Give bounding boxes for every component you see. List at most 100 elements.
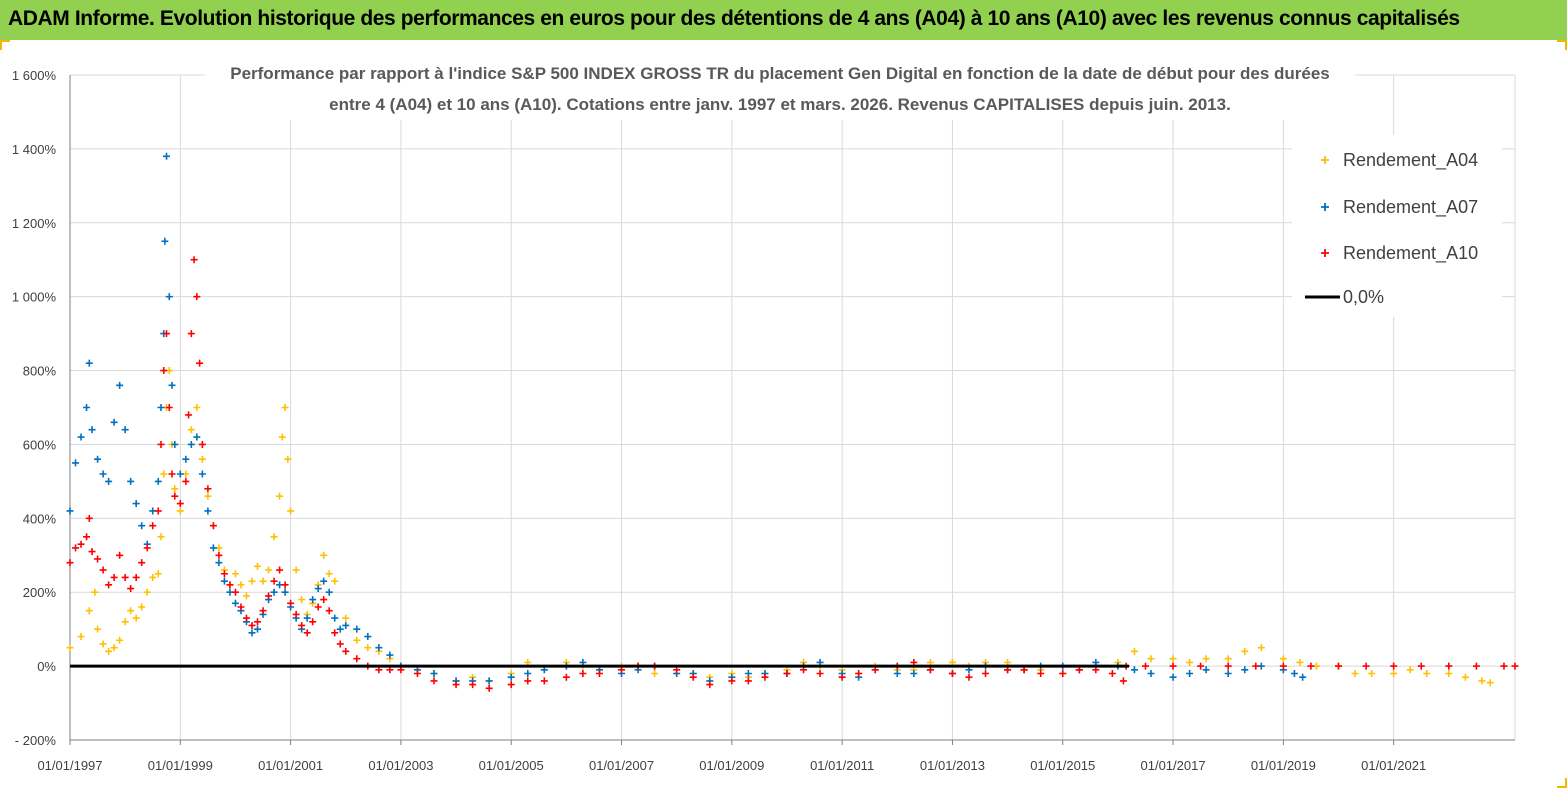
- data-point: [276, 492, 284, 500]
- data-point: [171, 440, 179, 448]
- data-point: [121, 573, 129, 581]
- data-point: [165, 293, 173, 301]
- report-title: ADAM Informe. Evolution historique des p…: [8, 7, 1460, 30]
- data-point: [728, 677, 736, 685]
- data-point: [744, 677, 752, 685]
- data-point: [320, 551, 328, 559]
- data-point: [1445, 662, 1453, 670]
- data-point: [187, 440, 195, 448]
- data-point: [507, 681, 515, 689]
- data-point: [1472, 662, 1480, 670]
- data-point: [160, 367, 168, 375]
- legend-label-rendement-a10: Rendement_A10: [1343, 243, 1478, 264]
- data-point: [1417, 662, 1425, 670]
- data-point: [1511, 662, 1519, 670]
- data-point: [507, 673, 515, 681]
- data-point: [176, 507, 184, 515]
- data-point: [314, 603, 322, 611]
- data-point: [303, 614, 311, 622]
- data-point: [85, 607, 93, 615]
- data-point: [982, 670, 990, 677]
- data-point: [88, 426, 96, 434]
- data-point: [265, 566, 273, 574]
- data-point: [193, 433, 201, 441]
- data-point: [94, 455, 102, 463]
- x-tick-label: 01/01/1997: [37, 758, 102, 773]
- data-point: [110, 573, 118, 581]
- y-tick-label: 1 200%: [12, 216, 57, 231]
- y-tick-label: 600%: [23, 437, 57, 452]
- data-point: [171, 485, 179, 493]
- data-point: [1461, 673, 1469, 681]
- data-point: [85, 359, 93, 367]
- data-point: [783, 670, 791, 677]
- data-point: [149, 573, 157, 581]
- data-point: [413, 670, 421, 677]
- data-point: [1296, 658, 1304, 666]
- data-point: [259, 577, 267, 585]
- data-point: [1257, 644, 1265, 652]
- data-point: [287, 599, 295, 607]
- data-point: [242, 614, 250, 622]
- data-point: [1445, 670, 1453, 677]
- data-point: [237, 603, 245, 611]
- data-point: [1478, 677, 1486, 685]
- data-point: [270, 588, 278, 596]
- data-point: [1307, 662, 1315, 670]
- data-point: [816, 670, 824, 677]
- data-point: [1390, 662, 1398, 670]
- x-tick-label: 01/01/2017: [1141, 758, 1206, 773]
- data-point: [99, 640, 107, 648]
- data-point: [430, 677, 438, 685]
- corner-mark-top-left: [0, 40, 10, 50]
- data-point: [1368, 670, 1376, 677]
- data-point: [336, 640, 344, 648]
- data-point: [99, 566, 107, 574]
- chart-title-background: [205, 60, 1355, 120]
- data-point: [314, 585, 322, 593]
- data-point: [77, 633, 85, 641]
- chart-legend: Rendement_A04 Rendement_A07 Rendement_A10 0…: [1292, 135, 1502, 317]
- x-tick-label: 01/01/2013: [920, 758, 985, 773]
- data-point: [342, 647, 350, 655]
- data-point: [893, 670, 901, 677]
- data-point: [1037, 670, 1045, 677]
- data-point: [187, 426, 195, 434]
- data-point: [226, 581, 234, 589]
- data-point: [160, 470, 168, 478]
- data-point: [116, 551, 124, 559]
- data-point: [540, 677, 548, 685]
- data-point: [270, 577, 278, 585]
- data-point: [284, 455, 292, 463]
- data-point: [209, 522, 217, 530]
- data-point: [88, 548, 96, 556]
- x-tick-label: 01/01/2009: [699, 758, 764, 773]
- data-point: [154, 477, 162, 485]
- data-point: [1202, 655, 1210, 663]
- data-point: [485, 684, 493, 692]
- data-point: [187, 330, 195, 338]
- x-tick-label: 01/01/2011: [810, 758, 874, 773]
- data-point: [66, 644, 74, 652]
- data-point: [342, 614, 350, 622]
- data-point: [1241, 666, 1249, 674]
- data-point: [94, 555, 102, 563]
- data-point: [138, 603, 146, 611]
- data-point: [198, 470, 206, 478]
- data-point: [292, 610, 300, 618]
- data-point: [176, 470, 184, 478]
- y-tick-label: 400%: [23, 511, 57, 526]
- data-point: [259, 607, 267, 615]
- data-point: [375, 644, 383, 652]
- data-point: [1299, 673, 1307, 681]
- x-tick-label: 01/01/2003: [368, 758, 433, 773]
- data-point: [948, 670, 956, 677]
- x-tick-label: 01/01/2019: [1251, 758, 1316, 773]
- data-point: [163, 152, 171, 160]
- data-point: [1241, 647, 1249, 655]
- report-header: ADAM Informe. Evolution historique des p…: [0, 0, 1567, 40]
- data-point: [325, 570, 333, 578]
- data-point: [292, 566, 300, 574]
- data-point: [1169, 655, 1177, 663]
- data-point: [91, 588, 99, 596]
